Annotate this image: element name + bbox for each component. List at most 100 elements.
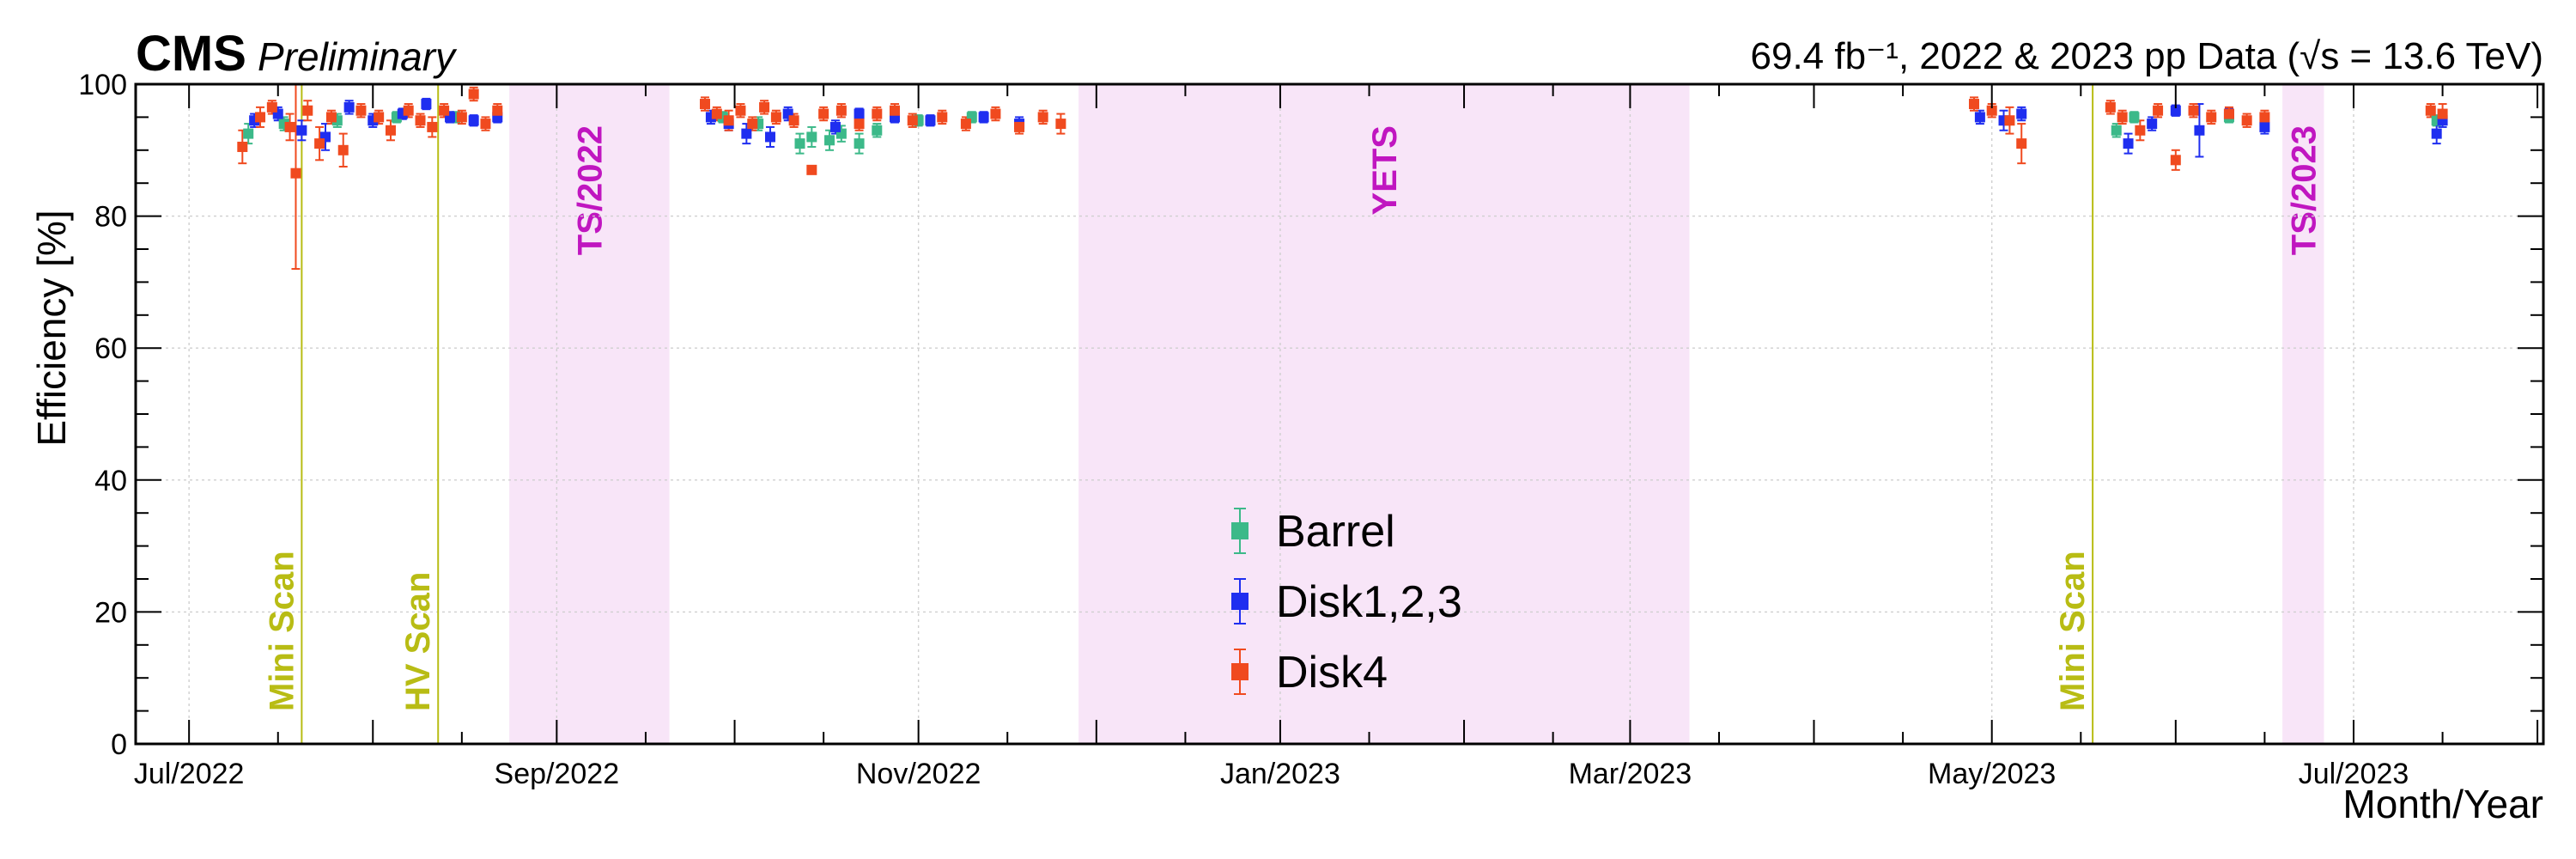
- data-point-disk1-2-3: [421, 99, 432, 110]
- data-point-disk4: [302, 105, 313, 116]
- y-tick-label: 0: [111, 728, 127, 761]
- data-point-disk4: [2153, 105, 2164, 116]
- data-point-disk4: [747, 119, 758, 130]
- experiment-label: CMS: [136, 26, 246, 82]
- data-point-disk4: [2206, 112, 2217, 123]
- data-point-disk1-2-3: [2194, 125, 2205, 136]
- data-point-disk4: [284, 121, 295, 132]
- data-point-disk4: [2135, 125, 2146, 136]
- data-point-disk1-2-3: [829, 121, 841, 132]
- y-axis-title: Efficiency [%]: [29, 210, 74, 446]
- data-point-disk4: [1055, 119, 1066, 130]
- data-point-disk4: [854, 119, 865, 130]
- y-tick-label: 60: [94, 332, 127, 365]
- x-tick-label: May/2023: [1928, 758, 2056, 790]
- data-point-disk4: [723, 115, 734, 126]
- x-tick-label: Jul/2023: [2299, 758, 2409, 790]
- data-point-barrel: [2129, 112, 2140, 123]
- data-point-disk4: [2117, 112, 2128, 123]
- data-point-barrel: [806, 131, 817, 143]
- legend-label-disk1-2-3: Disk1,2,3: [1276, 577, 1462, 627]
- data-point-barrel: [872, 125, 883, 136]
- data-point-disk4: [1014, 121, 1025, 132]
- data-point-disk1-2-3: [2123, 138, 2134, 149]
- data-point-disk1-2-3: [468, 115, 479, 126]
- legend-marker-disk1-2-3: [1231, 593, 1249, 610]
- data-point-disk4: [770, 112, 781, 123]
- data-point-disk4: [1986, 105, 1997, 116]
- axis-tick-labels: 0 20 40 60 80 100 Jul/2022 Sep/2022 Nov/2022 Jan/…: [78, 69, 2409, 790]
- luminosity-label: 69.4 fb⁻¹, 2022 & 2023 pp Data (√s = 13.…: [1751, 35, 2543, 77]
- data-point-barrel: [243, 128, 254, 139]
- data-point-disk4: [255, 112, 266, 123]
- data-point-disk4: [2188, 105, 2199, 116]
- data-point-disk4: [2016, 138, 2027, 149]
- data-point-disk4: [1037, 112, 1048, 123]
- shaded-period-label-ts-2022: TS/2022: [571, 125, 609, 255]
- x-tick-label: Sep/2022: [495, 758, 620, 790]
- data-point-disk4: [890, 105, 901, 116]
- data-point-disk4: [818, 108, 829, 119]
- data-point-disk4: [2223, 108, 2234, 119]
- data-points: [237, 88, 2448, 179]
- data-point-disk1-2-3: [764, 131, 775, 143]
- marker-label-hv-scan: HV Scan: [399, 572, 437, 711]
- axis-ticks: [136, 83, 2543, 745]
- data-point-disk4: [374, 112, 385, 123]
- data-point-disk4: [290, 168, 301, 179]
- data-point-disk4: [314, 138, 325, 149]
- data-point-disk4: [759, 101, 770, 113]
- data-point-disk4: [711, 108, 722, 119]
- data-point-disk4: [937, 112, 948, 123]
- data-point-disk1-2-3: [343, 101, 355, 113]
- data-point-disk4: [2437, 108, 2448, 119]
- x-axis-title: Month/Year: [2342, 782, 2543, 826]
- data-point-disk4: [872, 108, 883, 119]
- data-point-disk1-2-3: [296, 125, 307, 136]
- data-point-disk4: [2259, 112, 2270, 123]
- data-point-disk4: [337, 144, 349, 155]
- legend-label-disk4: Disk4: [1276, 648, 1388, 698]
- data-point-disk4: [700, 99, 711, 110]
- data-point-barrel: [854, 138, 865, 149]
- shaded-period-ts-2022: [509, 84, 670, 744]
- data-point-disk4: [788, 115, 799, 126]
- data-point-barrel: [794, 138, 805, 149]
- data-point-disk4: [385, 125, 396, 136]
- x-tick-label: Jan/2023: [1220, 758, 1340, 790]
- data-point-disk4: [439, 105, 450, 116]
- x-tick-label: Jul/2022: [134, 758, 245, 790]
- x-tick-label: Mar/2023: [1569, 758, 1692, 790]
- shaded-period-ts-2023: [2282, 84, 2324, 744]
- data-point-disk4: [835, 105, 847, 116]
- y-tick-label: 20: [94, 596, 127, 629]
- legend-marker-barrel: [1231, 522, 1249, 539]
- data-point-disk1-2-3: [978, 112, 989, 123]
- shaded-period-yets: [1078, 84, 1690, 744]
- data-point-disk4: [403, 105, 414, 116]
- data-point-disk4: [806, 164, 817, 175]
- data-point-disk4: [2425, 105, 2436, 116]
- data-point-disk1-2-3: [1974, 112, 1985, 123]
- legend: Barrel Disk1,2,3 Disk4: [1231, 507, 1462, 698]
- data-point-disk4: [266, 101, 277, 113]
- shaded-period-label-ts-2023: TS/2023: [2285, 125, 2323, 255]
- data-point-disk4: [990, 108, 1001, 119]
- data-point-disk1-2-3: [925, 115, 936, 126]
- data-point-disk4: [735, 105, 746, 116]
- scan-markers: Mini Scan HV Scan Mini Scan: [263, 84, 2094, 744]
- data-point-disk4: [456, 112, 467, 123]
- marker-label-mini-scan: Mini Scan: [2054, 551, 2092, 711]
- data-point-disk1-2-3: [854, 108, 865, 119]
- data-point-disk1-2-3: [2170, 105, 2181, 116]
- data-point-disk4: [492, 105, 503, 116]
- data-point-disk4: [237, 141, 248, 152]
- status-label: Preliminary: [258, 34, 458, 79]
- data-point-disk4: [325, 112, 337, 123]
- data-point-disk4: [427, 121, 438, 132]
- y-tick-label: 80: [94, 201, 127, 234]
- data-point-disk1-2-3: [2016, 108, 2027, 119]
- data-point-disk1-2-3: [741, 128, 752, 139]
- data-point-disk4: [2105, 101, 2116, 113]
